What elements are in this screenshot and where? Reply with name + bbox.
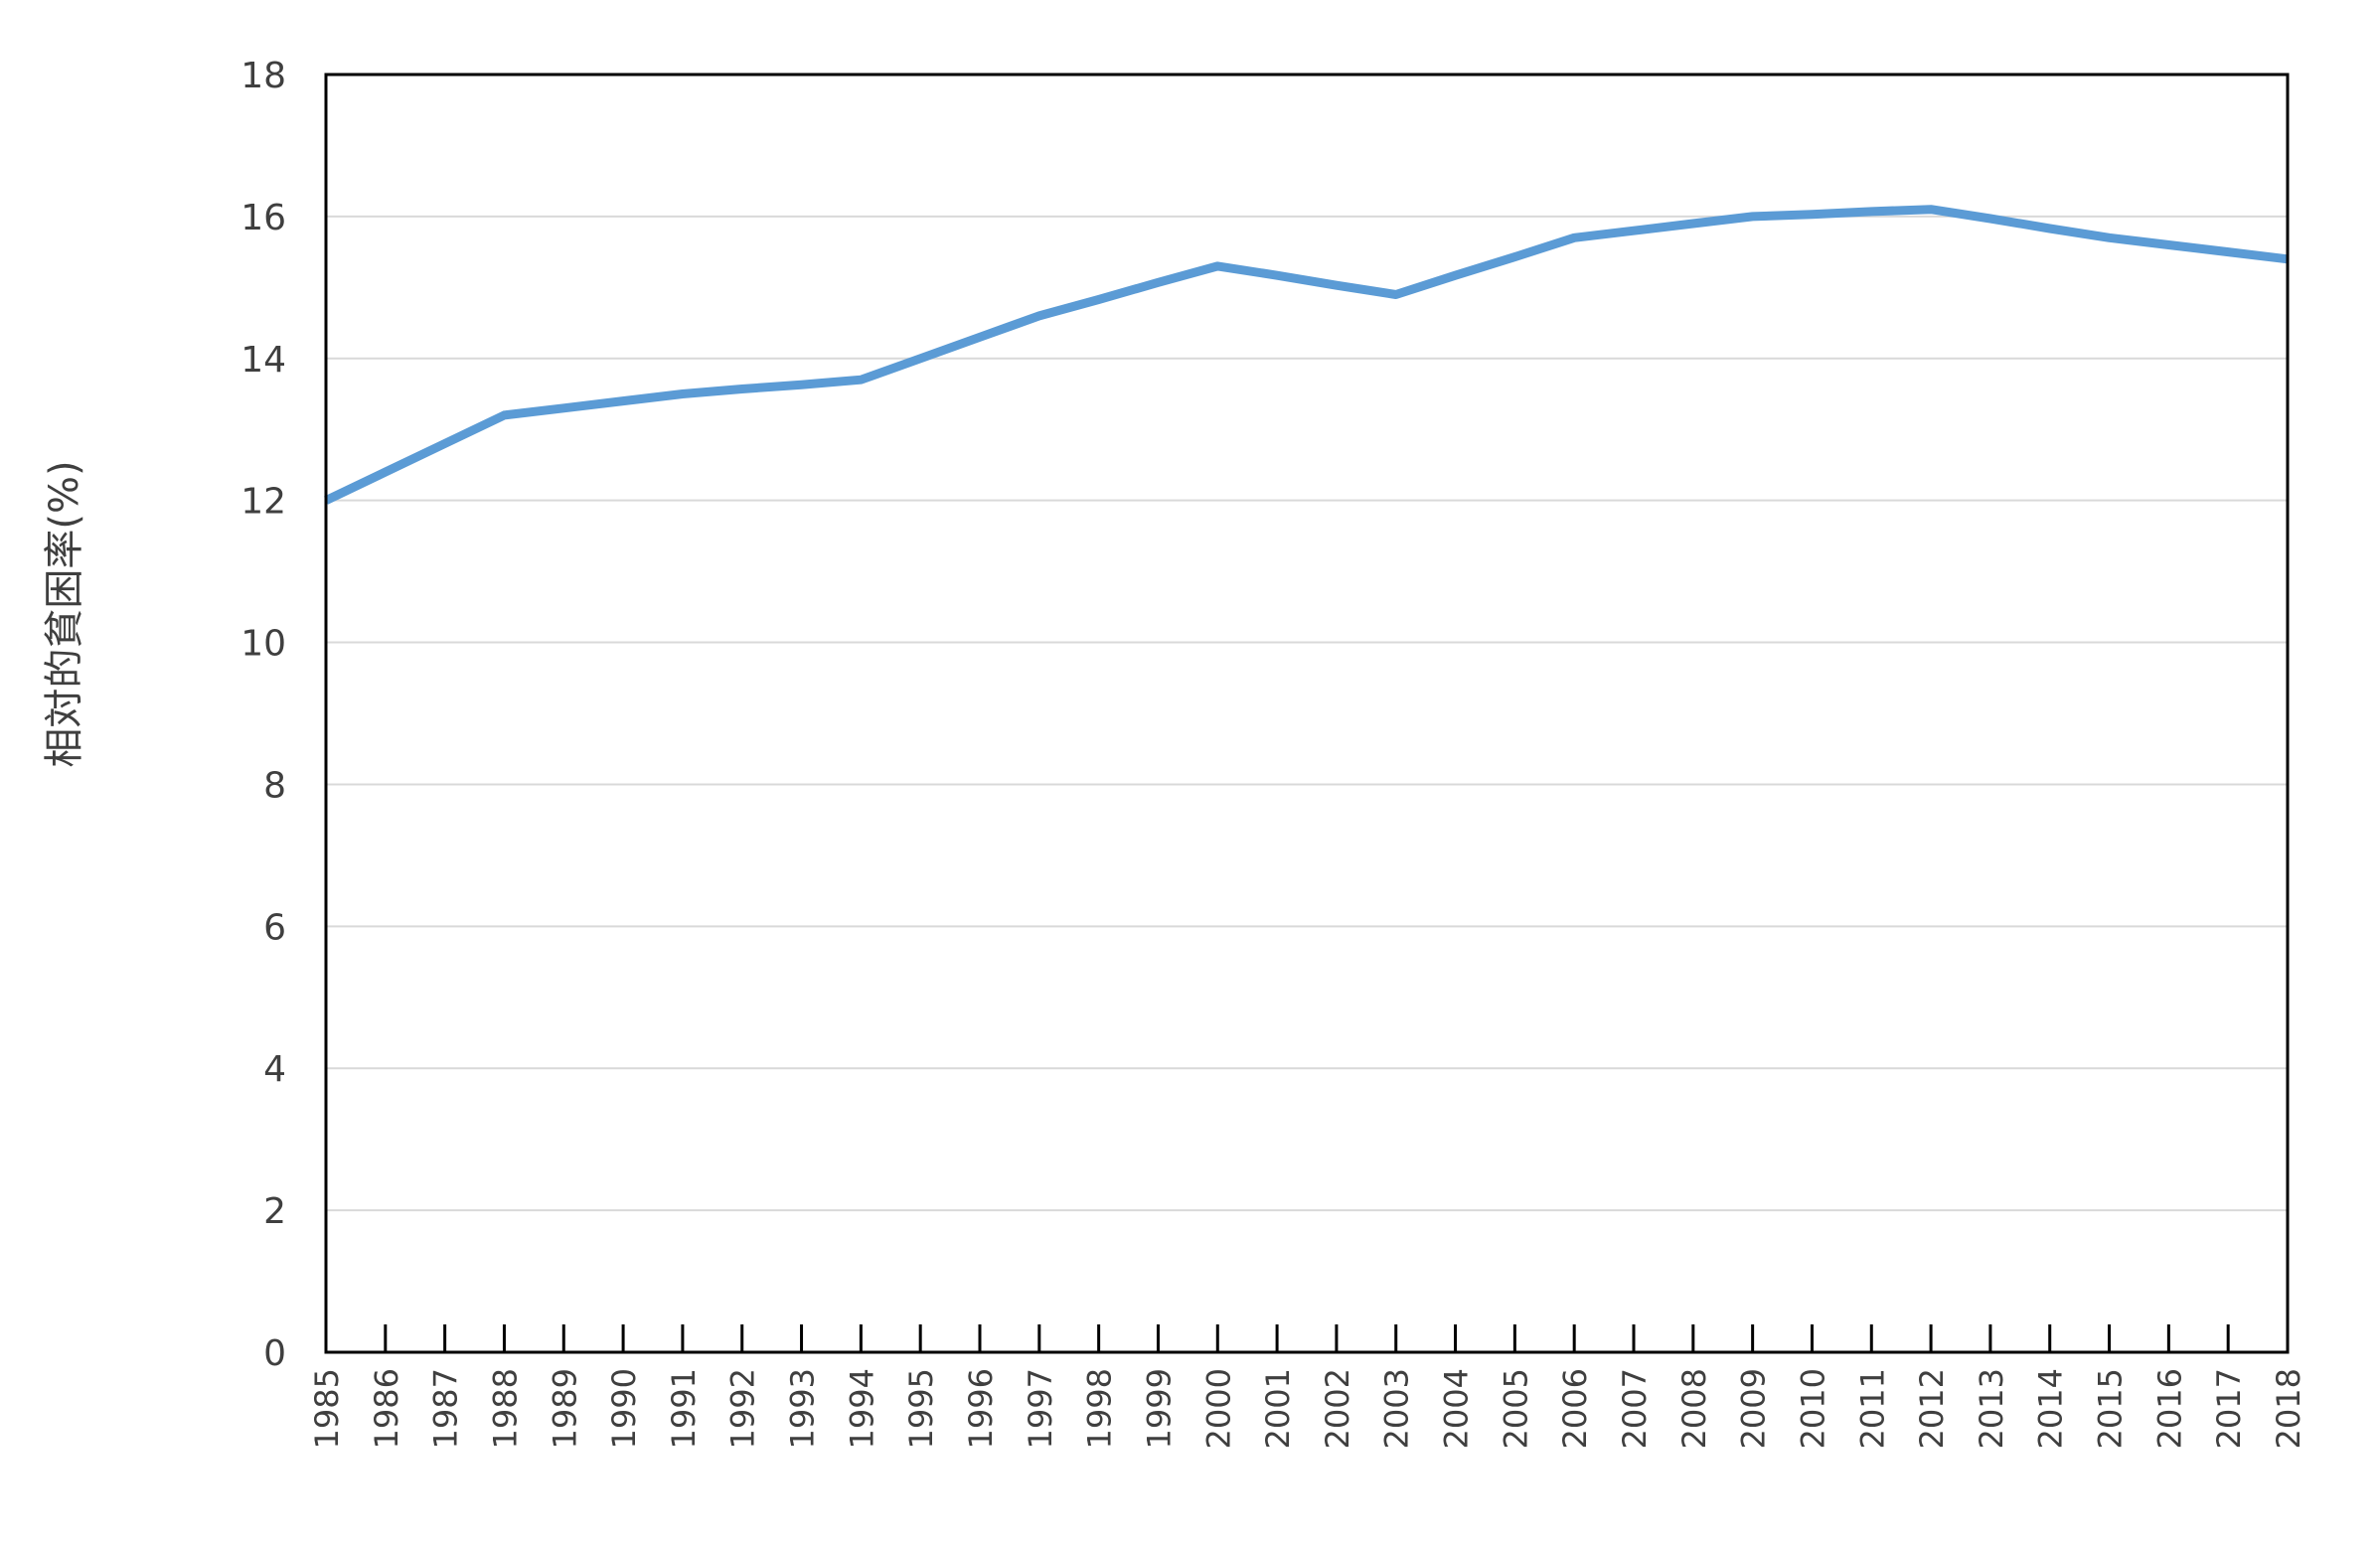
x-tick-label-1997: 1997 [1022,1368,1059,1449]
x-tick-label-1992: 1992 [724,1368,762,1449]
x-tick-label-2014: 2014 [2032,1368,2070,1449]
x-tick-label-1985: 1985 [308,1368,346,1449]
x-axis-tick-labels: 1985 1986 1987 1988 1989 1990 1991 1992 1993 1994… [308,1368,2307,1449]
x-tick-label-1986: 1986 [368,1368,405,1449]
x-tick-label-1991: 1991 [665,1368,703,1449]
y-axis-tick-labels: 0 2 4 6 8 10 12 14 16 18 [240,56,286,1374]
x-tick-label-2008: 2008 [1675,1368,1713,1449]
x-tick-label-1988: 1988 [486,1368,524,1449]
x-tick-label-2017: 2017 [2210,1368,2248,1449]
y-tick-label-6: 6 [263,907,286,948]
x-tick-label-1998: 1998 [1081,1368,1119,1449]
x-tick-label-2011: 2011 [1853,1368,1891,1449]
y-tick-label-10: 10 [240,624,286,665]
x-tick-label-2000: 2000 [1199,1368,1237,1449]
x-tick-label-1999: 1999 [1140,1368,1178,1449]
y-tick-label-0: 0 [263,1333,286,1374]
x-tick-label-1993: 1993 [784,1368,822,1449]
x-tick-label-2002: 2002 [1319,1368,1356,1449]
y-tick-label-18: 18 [240,56,286,96]
x-tick-label-2016: 2016 [2150,1368,2188,1449]
y-tick-label-8: 8 [263,765,286,806]
x-tick-label-2012: 2012 [1913,1368,1951,1449]
x-tick-label-1995: 1995 [902,1368,940,1449]
x-tick-label-2010: 2010 [1794,1368,1831,1449]
x-tick-label-2015: 2015 [2092,1368,2130,1449]
x-tick-label-1994: 1994 [843,1368,880,1449]
gridlines [326,215,2288,1212]
y-tick-label-2: 2 [263,1191,286,1232]
y-axis-title: 相対的貧困率(%) [42,460,87,767]
x-tick-label-2018: 2018 [2270,1368,2307,1449]
y-tick-label-14: 14 [240,340,286,381]
y-tick-label-4: 4 [263,1049,286,1090]
x-tick-label-2005: 2005 [1497,1368,1534,1449]
plot-area-frame [324,73,2290,1354]
x-tick-label-2013: 2013 [1973,1368,2010,1449]
x-axis-ticks [384,1324,2230,1352]
x-tick-label-2004: 2004 [1438,1368,1476,1449]
y-tick-label-12: 12 [240,482,286,523]
x-tick-label-2003: 2003 [1378,1368,1416,1449]
x-tick-label-2007: 2007 [1616,1368,1654,1449]
x-tick-label-1990: 1990 [605,1368,643,1449]
series-line [324,205,2289,505]
y-tick-label-16: 16 [240,198,286,238]
x-tick-label-2006: 2006 [1556,1368,1594,1449]
x-tick-label-1989: 1989 [546,1368,583,1449]
x-tick-label-2001: 2001 [1259,1368,1297,1449]
x-tick-label-1987: 1987 [427,1368,465,1449]
x-tick-label-1996: 1996 [962,1368,1000,1449]
x-tick-label-2009: 2009 [1735,1368,1773,1449]
